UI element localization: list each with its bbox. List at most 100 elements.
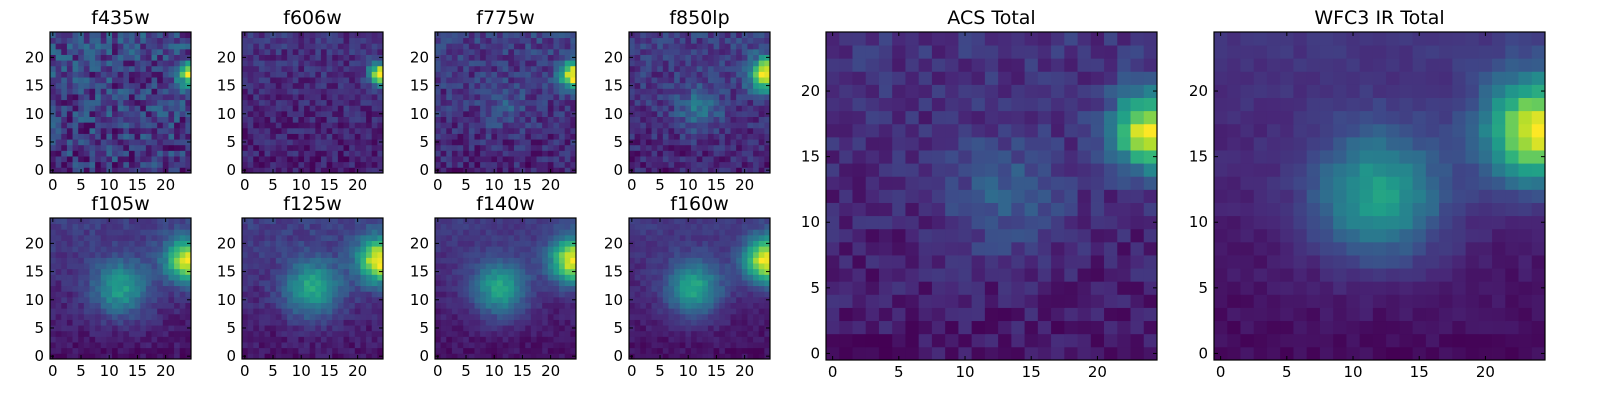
heatmap-cell [747,54,754,61]
heatmap-cell [724,347,731,354]
heatmap-cell [753,32,760,39]
heatmap-cell [559,308,566,315]
heatmap-cell [457,229,464,236]
heatmap-cell [474,48,481,55]
heatmap-cell [117,77,124,84]
heatmap-cell [525,291,532,298]
heatmap-cell [151,161,158,168]
heatmap-cell [525,257,532,264]
heatmap-cell [185,246,192,253]
heatmap-cell [304,347,311,354]
heatmap-cell [100,313,107,320]
heatmap-cell [247,127,254,134]
heatmap-cell [457,291,464,298]
heatmap-cell [553,263,560,270]
heatmap-cell [685,82,692,89]
heatmap-cell [270,105,277,112]
heatmap-cell [343,251,350,258]
heatmap-cell [753,167,760,174]
heatmap-cell [270,234,277,241]
heatmap-cell [162,251,169,258]
heatmap-cell [497,48,504,55]
heatmap-cell [281,246,288,253]
heatmap-cell [61,240,68,247]
heatmap-cell [128,48,135,55]
heatmap-cell [753,144,760,151]
heatmap-cell [174,240,181,247]
heatmap-cell [95,330,102,337]
heatmap-cell [457,308,464,315]
heatmap-cell [519,308,526,315]
heatmap-cell [758,94,765,101]
heatmap-cell [366,77,373,84]
heatmap-cell [702,144,709,151]
heatmap-cell [513,127,520,134]
heatmap-cell [106,285,113,292]
heatmap-cell [440,37,447,44]
heatmap-cell [275,257,282,264]
heatmap-cell [123,229,130,236]
heatmap-cell [491,291,498,298]
heatmap-cell [530,110,537,117]
heatmap-cell [530,291,537,298]
heatmap-cell [525,263,532,270]
heatmap-cell [337,280,344,287]
heatmap-cell [270,223,277,230]
heatmap-cell [542,48,549,55]
heatmap-cell [242,116,249,123]
heatmap-cell [320,127,327,134]
heatmap-cell [145,105,152,112]
heatmap-cell [78,325,85,332]
heatmap-cell [55,280,62,287]
heatmap-cell [651,319,658,326]
heatmap-cell [140,234,147,241]
heatmap-cell [95,161,102,168]
heatmap-cell [349,122,356,129]
heatmap-cell [134,82,141,89]
heatmap-cell [106,313,113,320]
panel-title: f775w [476,7,535,29]
heatmap-cell [371,122,378,129]
heatmap-cell [440,240,447,247]
heatmap-cell [747,291,754,298]
heatmap-cell [497,110,504,117]
heatmap-cell [668,94,675,101]
heatmap-cell [145,54,152,61]
heatmap-cell [343,257,350,264]
heatmap-cell [502,37,509,44]
heatmap-cell [61,156,68,163]
heatmap-cell [468,251,475,258]
heatmap-cell [547,60,554,67]
heatmap-cell [691,65,698,72]
heatmap-cell [547,105,554,112]
heatmap-cell [485,32,492,39]
heatmap-cell [320,280,327,287]
heatmap-cell [564,65,571,72]
heatmap-cell [536,313,543,320]
heatmap-cell [287,37,294,44]
heatmap-cell [100,218,107,225]
heatmap-cell [553,246,560,253]
heatmap-cell [55,161,62,168]
heatmap-cell [309,257,316,264]
heatmap-cell [275,229,282,236]
heatmap-cell [513,285,520,292]
heatmap-cell [185,37,192,44]
heatmap-cell [651,77,658,84]
heatmap-cell [553,82,560,89]
heatmap-cell [668,127,675,134]
heatmap-cell [463,302,470,309]
heatmap-cell [564,54,571,61]
heatmap-cell [564,82,571,89]
heatmap-cell [502,240,509,247]
heatmap-cell [485,280,492,287]
heatmap-cell [332,342,339,349]
heatmap-cell [145,71,152,78]
heatmap-cell [258,77,265,84]
heatmap-cell [66,280,73,287]
heatmap-cell [691,43,698,50]
heatmap-cell [162,347,169,354]
heatmap-cell [287,336,294,343]
heatmap-cell [258,308,265,315]
